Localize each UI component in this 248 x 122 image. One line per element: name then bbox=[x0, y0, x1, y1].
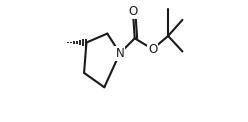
Text: O: O bbox=[128, 5, 138, 18]
Text: O: O bbox=[148, 43, 157, 56]
Text: N: N bbox=[116, 47, 124, 60]
